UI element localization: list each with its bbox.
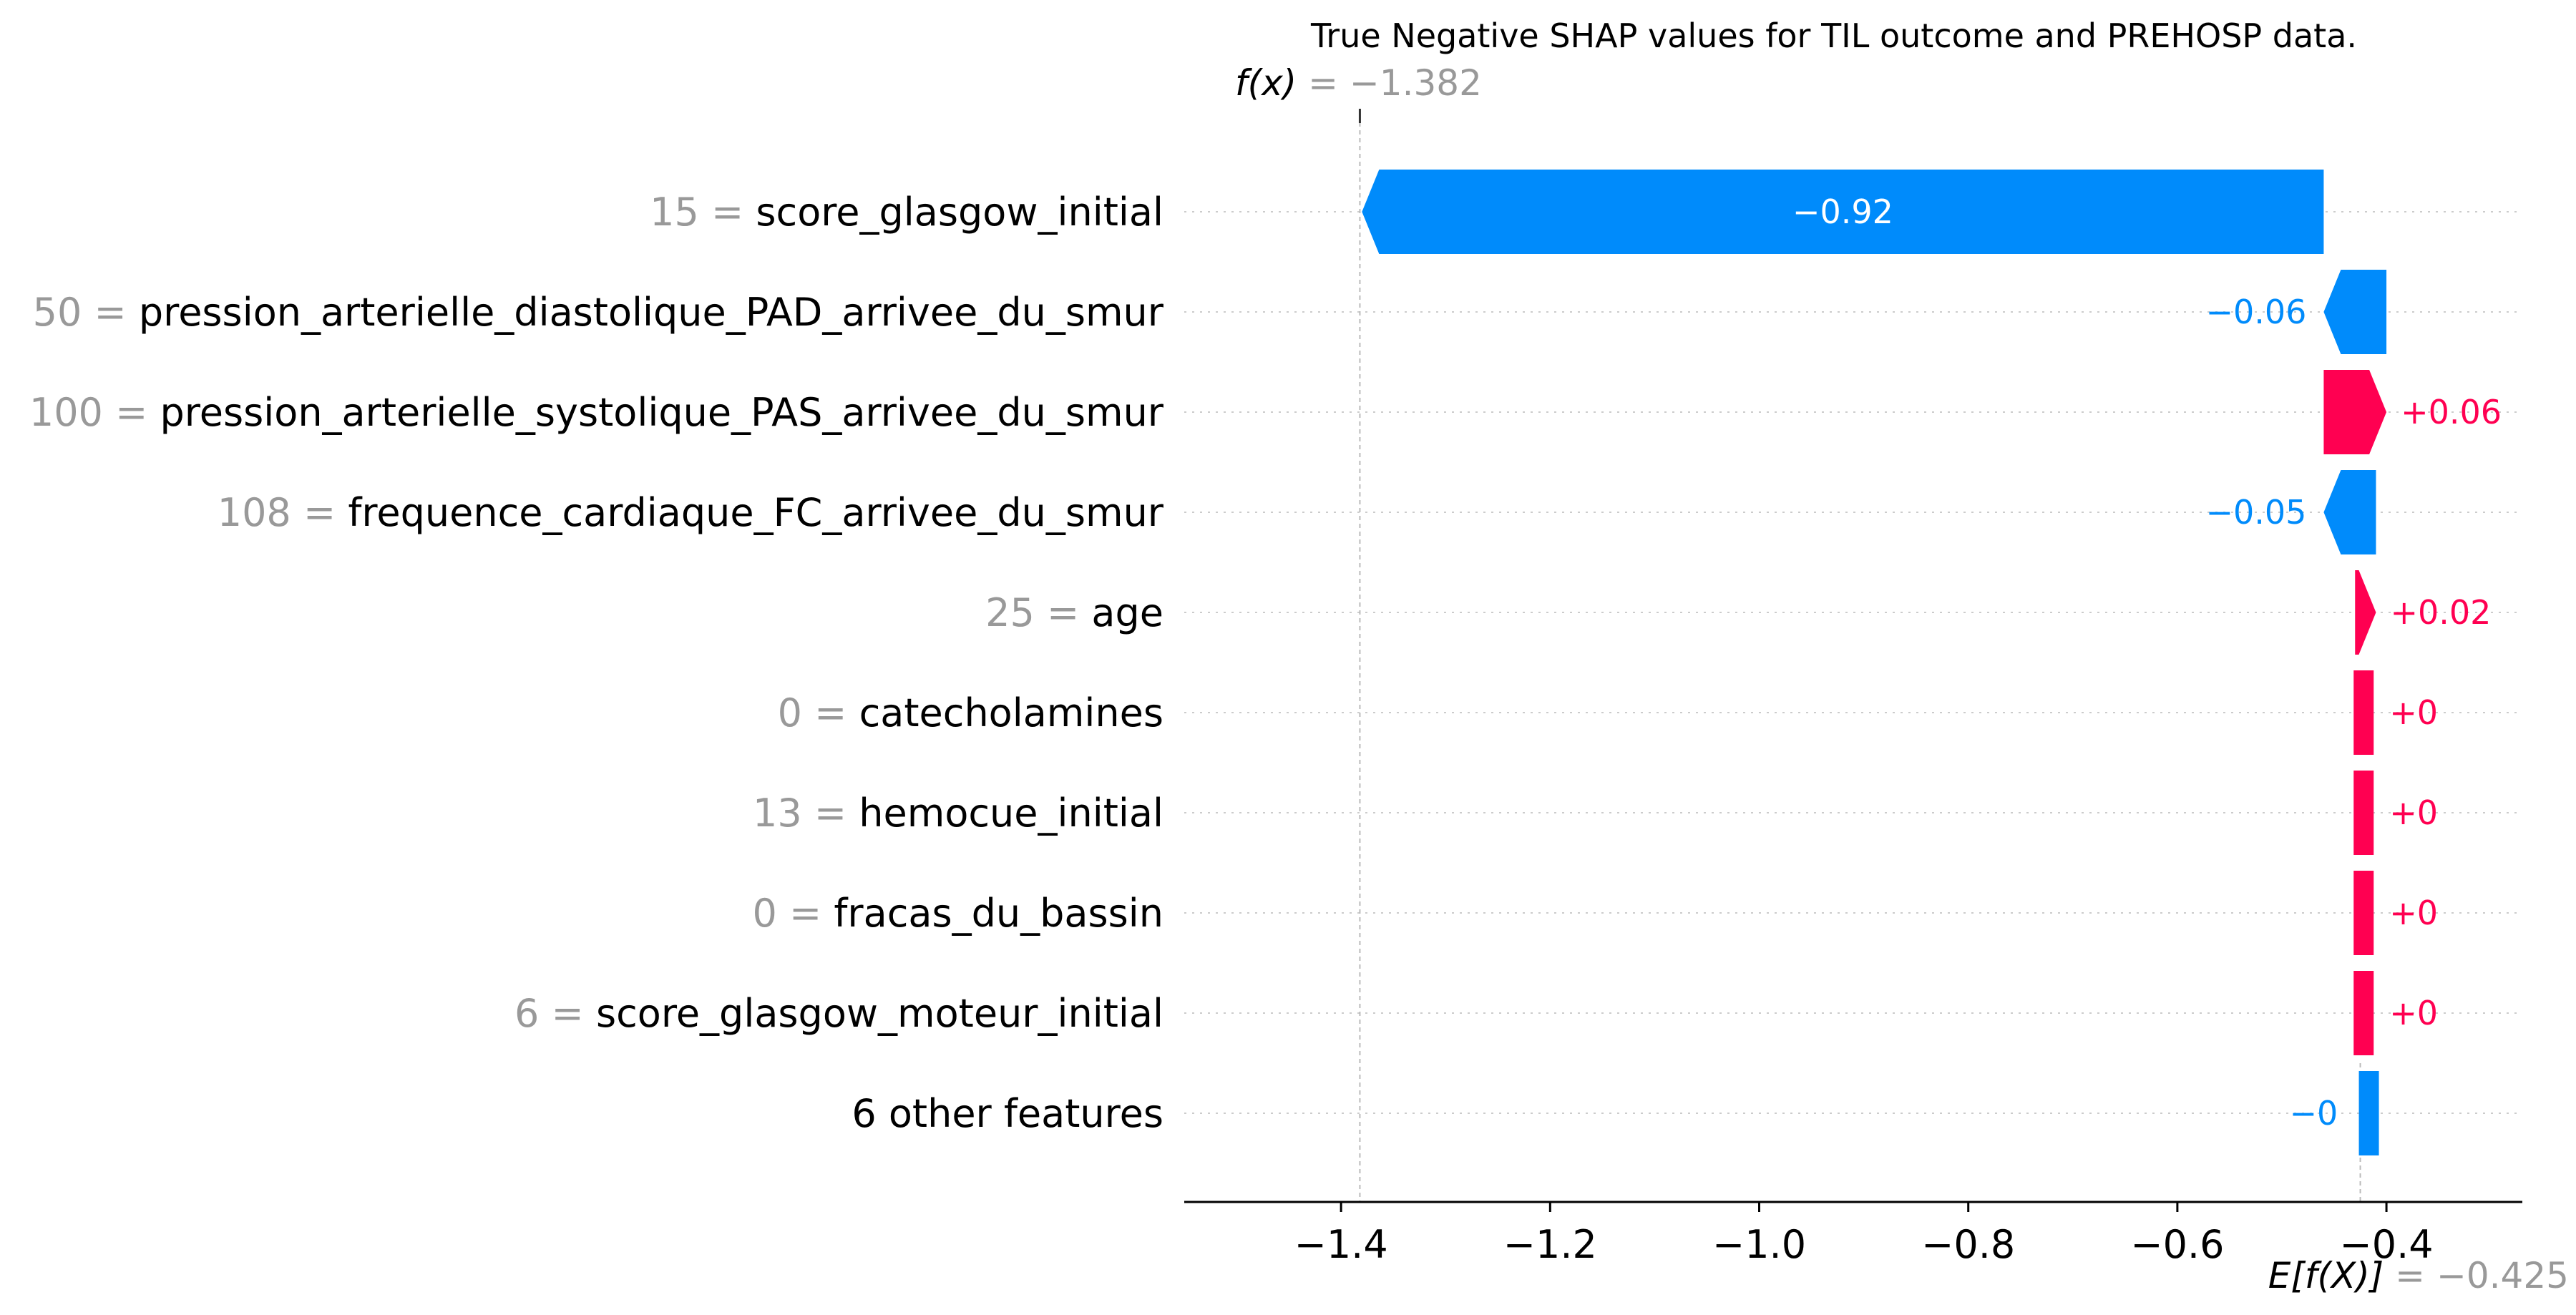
feature-label: 6 other features xyxy=(852,1091,1163,1136)
feature-name: catecholamines xyxy=(859,690,1163,735)
x-tick-label: −1.2 xyxy=(1503,1222,1597,1267)
feature-label: 15 = score_glasgow_initial xyxy=(650,190,1163,235)
bar-value-label: −0.05 xyxy=(2205,493,2306,532)
feature-name: hemocue_initial xyxy=(859,791,1163,836)
waterfall-bar xyxy=(1362,170,2324,254)
chart-title: True Negative SHAP values for TIL outcom… xyxy=(1310,16,2357,55)
feature-value: 50 = xyxy=(33,290,139,335)
feature-name: fracas_du_bassin xyxy=(834,891,1163,936)
feature-value: 25 = xyxy=(985,590,1091,635)
annotations: f(x) = −1.382 E[f(X)] = −0.425 xyxy=(1235,62,2569,1296)
feature-name: age xyxy=(1091,590,1163,635)
feature-label: 6 = score_glasgow_moteur_initial xyxy=(514,991,1163,1036)
feature-value: 108 = xyxy=(218,490,348,535)
feature-name: score_glasgow_initial xyxy=(756,190,1163,235)
bar-value-label: +0.02 xyxy=(2390,593,2491,632)
feature-value: 0 = xyxy=(778,690,859,735)
feature-value: 15 = xyxy=(650,190,756,235)
waterfall-bar xyxy=(2353,670,2374,755)
reference-lines xyxy=(1358,109,2361,1202)
feature-name: 6 other features xyxy=(852,1091,1163,1136)
waterfall-bar xyxy=(2323,370,2387,454)
feature-name: score_glasgow_moteur_initial xyxy=(596,991,1163,1036)
feature-label: 50 = pression_arterielle_diastolique_PAD… xyxy=(33,290,1164,335)
x-tick-label: −1.4 xyxy=(1294,1222,1388,1267)
waterfall-bar xyxy=(2323,470,2376,554)
feature-name: frequence_cardiaque_FC_arrivee_du_smur xyxy=(348,490,1163,535)
bar-value-label: −0.06 xyxy=(2205,293,2306,331)
feature-label: 0 = catecholamines xyxy=(778,690,1163,735)
feature-value: 100 = xyxy=(29,390,160,435)
feature-name: pression_arterielle_systolique_PAS_arriv… xyxy=(160,390,1164,435)
x-tick-label: −0.6 xyxy=(2130,1222,2224,1267)
bar-value-label: −0.92 xyxy=(1792,192,1893,231)
x-tick-label: −1.0 xyxy=(1712,1222,1806,1267)
waterfall-bar xyxy=(2353,971,2374,1055)
feature-label: 108 = frequence_cardiaque_FC_arrivee_du_… xyxy=(218,490,1164,535)
bar-value-label: +0.06 xyxy=(2401,393,2502,431)
fx-label: f(x) xyxy=(1235,62,1308,104)
waterfall-bar xyxy=(2323,270,2387,354)
feature-label: 13 = hemocue_initial xyxy=(753,791,1163,836)
feature-value: 13 = xyxy=(753,791,859,836)
grid-lines xyxy=(1184,211,2522,1114)
bar-value-label: +0 xyxy=(2389,994,2438,1032)
feature-labels: 15 = score_glasgow_initial 50 = pression_… xyxy=(29,190,1164,1136)
efx-value: = −0.425 xyxy=(2395,1255,2569,1296)
x-tick-label: −0.8 xyxy=(1921,1222,2015,1267)
feature-label: 0 = fracas_du_bassin xyxy=(752,891,1163,936)
bars: −0.92 −0.06 +0.06 −0.05 +0.02 +0 +0 +0 +0 −0 xyxy=(1362,170,2502,1155)
efx-label: E[f(X)] xyxy=(2268,1255,2395,1296)
feature-value: 6 = xyxy=(514,991,596,1036)
bar-value-label: −0 xyxy=(2289,1094,2338,1133)
feature-name: pression_arterielle_diastolique_PAD_arri… xyxy=(139,290,1164,335)
feature-label: 100 = pression_arterielle_systolique_PAS… xyxy=(29,390,1164,435)
efx-annotation: E[f(X)] = −0.425 xyxy=(2268,1255,2569,1296)
x-axis: −1.4 −1.2 −1.0 −0.8 −0.6 −0.4 xyxy=(1184,1201,2522,1267)
bar-value-label: +0 xyxy=(2389,693,2438,732)
waterfall-bar xyxy=(2353,871,2374,955)
fx-annotation: f(x) = −1.382 xyxy=(1235,62,1482,104)
fx-value: = −1.382 xyxy=(1308,62,1482,104)
bar-value-label: +0 xyxy=(2389,793,2438,832)
feature-value: 0 = xyxy=(752,891,834,936)
waterfall-bar xyxy=(2358,1071,2379,1155)
feature-label: 25 = age xyxy=(985,590,1163,635)
bar-value-label: +0 xyxy=(2389,894,2438,932)
waterfall-bar xyxy=(2355,570,2376,655)
waterfall-bar xyxy=(2353,771,2374,855)
x-tick-label: −0.4 xyxy=(2340,1222,2434,1267)
